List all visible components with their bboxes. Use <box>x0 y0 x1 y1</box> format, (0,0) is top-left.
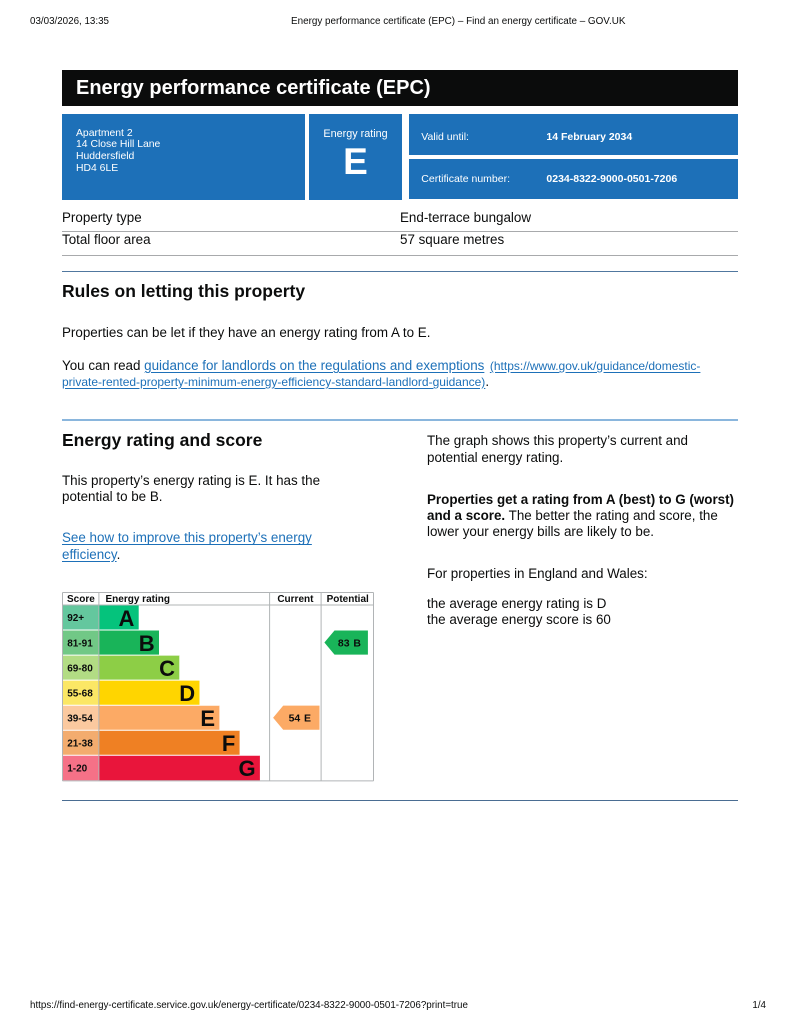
svg-text:Current: Current <box>277 594 314 605</box>
svg-text:C: C <box>159 656 175 681</box>
svg-text:Energy rating: Energy rating <box>105 594 169 605</box>
svg-text:83: 83 <box>337 637 349 649</box>
svg-text:F: F <box>221 731 234 756</box>
svg-text:B: B <box>353 637 361 649</box>
svg-text:A: A <box>118 605 134 630</box>
svg-text:81-91: 81-91 <box>67 638 93 649</box>
svg-text:B: B <box>138 631 154 656</box>
svg-text:92+: 92+ <box>67 613 84 624</box>
svg-text:54: 54 <box>288 712 300 724</box>
svg-text:Potential: Potential <box>326 594 368 605</box>
svg-text:E: E <box>200 706 215 731</box>
svg-text:69-80: 69-80 <box>67 663 93 674</box>
svg-text:E: E <box>304 712 311 724</box>
svg-text:21-38: 21-38 <box>67 738 93 749</box>
svg-text:G: G <box>238 756 255 781</box>
svg-text:39-54: 39-54 <box>67 713 93 724</box>
svg-text:1-20: 1-20 <box>67 763 87 774</box>
svg-text:Score: Score <box>67 594 95 605</box>
svg-text:55-68: 55-68 <box>67 688 93 699</box>
svg-text:D: D <box>179 681 195 706</box>
